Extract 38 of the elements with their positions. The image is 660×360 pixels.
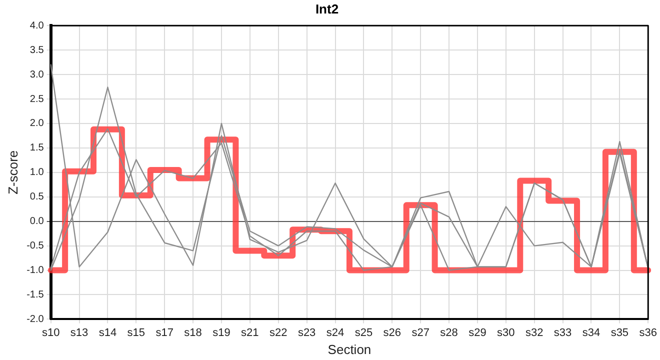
x-tick-label: s21 xyxy=(241,326,259,339)
y-tick-label: 3.5 xyxy=(30,44,44,56)
y-tick-label: 0.5 xyxy=(30,192,44,203)
x-tick-label: s10 xyxy=(42,326,60,339)
y-tick-label: 1.5 xyxy=(30,142,44,154)
y-tick-label: 2.5 xyxy=(30,94,44,105)
x-tick-label: s13 xyxy=(70,326,88,339)
x-tick-label: s26 xyxy=(383,326,402,339)
y-tick-label: 0.0 xyxy=(30,216,44,228)
x-tick-label: s18 xyxy=(184,326,202,339)
x-tick-label: s25 xyxy=(354,326,373,339)
chart-title: Int2 xyxy=(315,1,339,16)
x-tick-label: s27 xyxy=(412,326,430,339)
x-tick-label: s35 xyxy=(610,326,629,339)
y-tick-label: -1.0 xyxy=(26,265,44,276)
y-tick-label: 2.0 xyxy=(30,118,44,130)
x-tick-label: s28 xyxy=(440,326,458,339)
x-tick-label: s34 xyxy=(582,326,600,339)
x-tick-label: s29 xyxy=(468,326,486,339)
x-axis-title: Section xyxy=(328,342,372,357)
x-tick-label: s36 xyxy=(639,326,658,339)
x-tick-label: s22 xyxy=(270,326,288,339)
y-axis-title: Z-score xyxy=(5,150,20,194)
x-tick-label: s14 xyxy=(98,326,117,339)
y-tick-label: 3.0 xyxy=(30,69,44,80)
x-tick-label: s15 xyxy=(127,326,146,339)
y-tick-label: -2.0 xyxy=(26,314,44,325)
x-tick-label: s24 xyxy=(326,326,344,339)
x-tick-label: s32 xyxy=(525,326,544,339)
y-tick-label: 4.0 xyxy=(30,20,44,32)
y-tick-label: -0.5 xyxy=(26,240,44,252)
y-tick-label: -1.5 xyxy=(26,289,44,300)
x-tick-label: s30 xyxy=(497,326,515,339)
x-tick-label: s17 xyxy=(156,326,174,339)
y-tick-label: 1.0 xyxy=(30,167,44,178)
x-tick-label: s33 xyxy=(554,326,572,339)
x-tick-label: s23 xyxy=(298,326,316,339)
x-tick-label: s19 xyxy=(212,326,230,339)
